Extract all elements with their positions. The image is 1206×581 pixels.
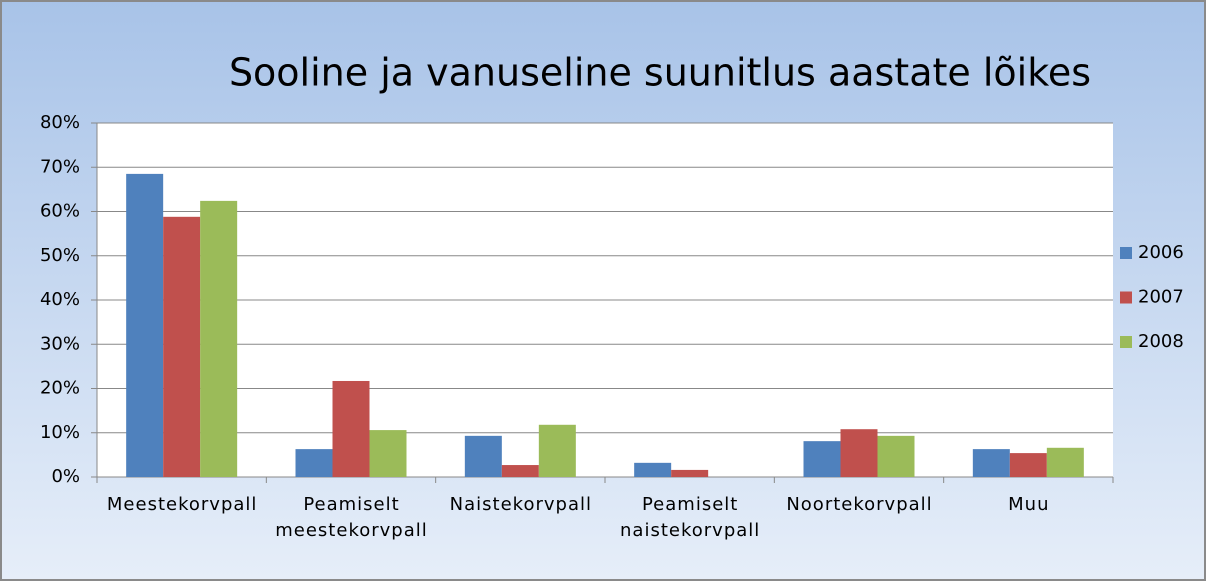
bar <box>464 435 502 477</box>
y-tick-label: 30% <box>40 333 80 354</box>
bar <box>1009 453 1047 477</box>
y-tick-label: 60% <box>40 201 80 222</box>
x-tick-label: Meestekorvpall <box>106 494 258 515</box>
y-tick-label: 70% <box>40 156 80 177</box>
legend-label: 2008 <box>1138 331 1184 352</box>
bar <box>295 449 333 477</box>
bar <box>501 465 539 477</box>
chart-title: Sooline ja vanuseline suunitlus aastate … <box>229 51 1091 95</box>
y-tick-label: 20% <box>40 378 80 399</box>
bar <box>840 429 878 477</box>
x-tick-label: Muu <box>1008 494 1050 515</box>
bar <box>200 200 238 477</box>
bar <box>877 435 915 477</box>
y-tick-label: 0% <box>51 466 80 487</box>
bar <box>163 216 201 477</box>
legend-swatch <box>1120 291 1132 304</box>
x-tick-label: Peamiselt naistekorvpall <box>620 494 761 541</box>
x-tick-label: Naistekorvpall <box>449 494 592 515</box>
bar <box>538 424 576 477</box>
bar <box>369 430 407 477</box>
legend-label: 2006 <box>1138 242 1184 263</box>
bar <box>671 469 709 477</box>
bar <box>126 173 164 477</box>
y-tick-label: 80% <box>40 112 80 133</box>
legend-swatch <box>1120 336 1132 348</box>
bar <box>1046 447 1084 477</box>
y-tick-label: 40% <box>40 289 80 310</box>
bar <box>332 380 370 477</box>
legend-swatch <box>1120 247 1132 259</box>
bar <box>972 449 1010 477</box>
y-tick-label: 10% <box>40 422 80 443</box>
x-tick-label: Peamiselt meestekorvpall <box>275 494 428 541</box>
legend-label: 2007 <box>1138 287 1184 308</box>
x-tick-label: Noortekorvpall <box>786 494 933 515</box>
bar <box>803 441 841 477</box>
bar <box>634 462 672 477</box>
y-tick-label: 50% <box>40 245 80 266</box>
